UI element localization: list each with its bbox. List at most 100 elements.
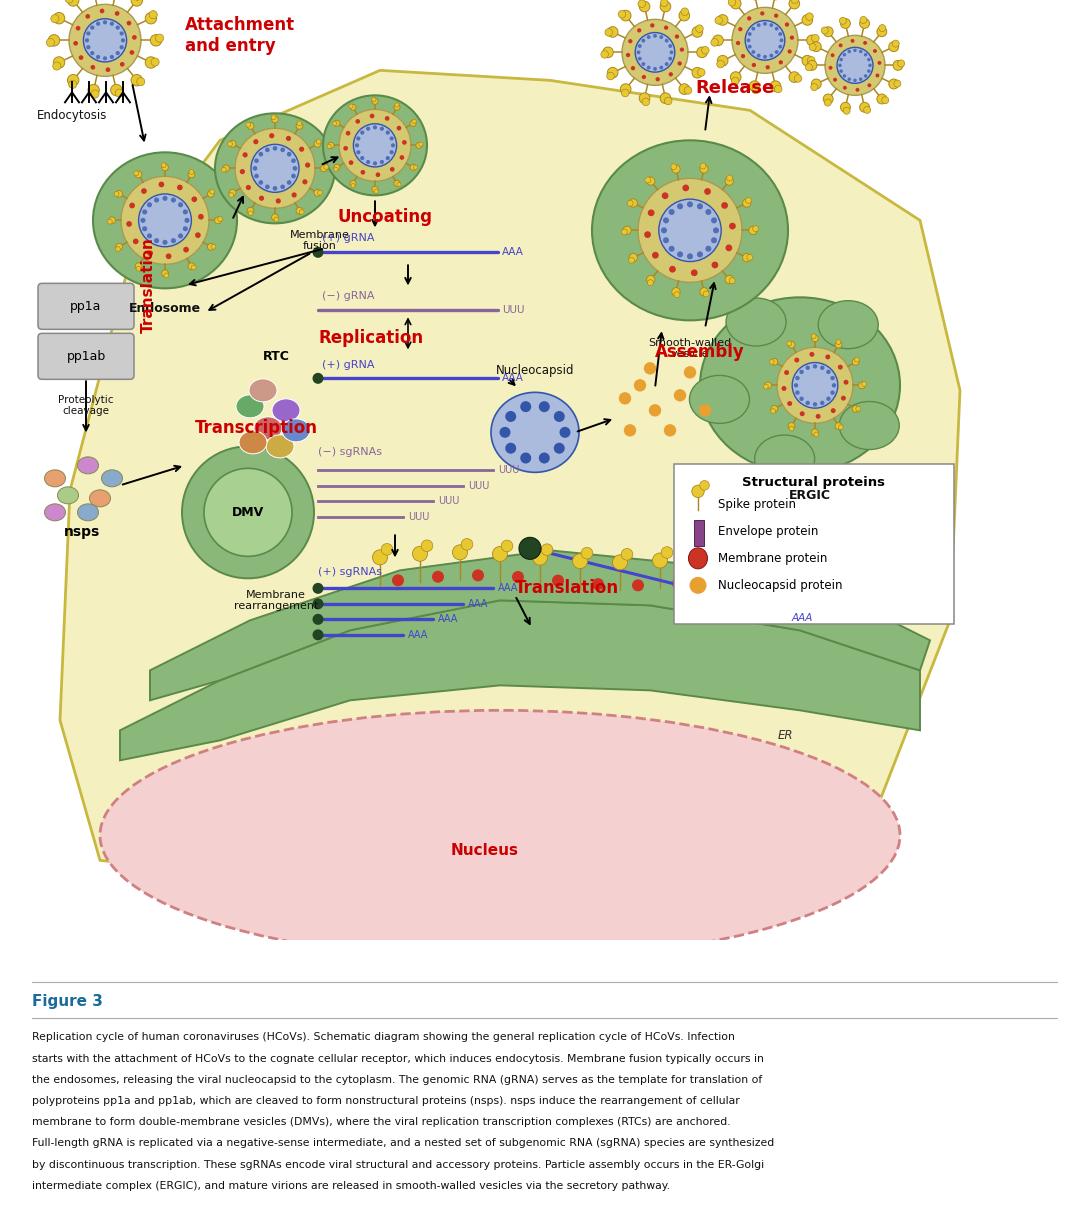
Circle shape — [717, 14, 728, 25]
Circle shape — [838, 64, 841, 68]
Circle shape — [854, 357, 860, 362]
Circle shape — [753, 226, 758, 232]
Circle shape — [390, 166, 394, 171]
Circle shape — [647, 177, 654, 186]
Circle shape — [91, 25, 94, 30]
Circle shape — [296, 207, 302, 215]
Circle shape — [889, 42, 899, 52]
Circle shape — [49, 35, 59, 46]
Circle shape — [607, 27, 618, 37]
Circle shape — [760, 11, 765, 16]
Text: membrane to form double-membrane vesicles (DMVs), where the viral replication tr: membrane to form double-membrane vesicle… — [32, 1117, 731, 1128]
Circle shape — [741, 54, 745, 58]
Circle shape — [743, 253, 751, 262]
Circle shape — [247, 123, 254, 129]
Text: polyproteins pp1a and pp1ab, which are cleaved to form nonstructural proteins (n: polyproteins pp1a and pp1ab, which are c… — [32, 1096, 740, 1106]
Circle shape — [820, 365, 824, 370]
Circle shape — [629, 257, 635, 263]
Text: Membrane
fusion: Membrane fusion — [291, 229, 350, 251]
Circle shape — [248, 211, 253, 216]
Circle shape — [839, 17, 847, 24]
Circle shape — [867, 58, 870, 62]
Text: starts with the attachment of HCoVs to the cognate cellular receptor, which indu: starts with the attachment of HCoVs to t… — [32, 1054, 765, 1064]
Circle shape — [162, 195, 167, 201]
Circle shape — [254, 174, 259, 178]
Circle shape — [828, 66, 833, 70]
Circle shape — [860, 18, 869, 29]
Text: (+) gRNA: (+) gRNA — [322, 361, 375, 370]
Text: Smooth-walled
vesicle: Smooth-walled vesicle — [648, 338, 731, 359]
Circle shape — [116, 25, 120, 30]
Circle shape — [831, 391, 835, 394]
Circle shape — [726, 245, 732, 251]
Circle shape — [665, 39, 669, 42]
Circle shape — [162, 164, 168, 171]
Ellipse shape — [100, 710, 900, 960]
Circle shape — [161, 163, 166, 168]
Circle shape — [853, 48, 856, 52]
Circle shape — [769, 23, 773, 27]
Circle shape — [728, 0, 735, 6]
Circle shape — [299, 147, 305, 152]
Circle shape — [137, 77, 145, 86]
Circle shape — [626, 53, 631, 57]
Circle shape — [764, 22, 767, 25]
Circle shape — [699, 404, 712, 416]
Circle shape — [823, 27, 833, 36]
Circle shape — [171, 238, 176, 244]
Ellipse shape — [689, 548, 707, 569]
Circle shape — [302, 180, 308, 185]
Circle shape — [764, 55, 767, 59]
Circle shape — [687, 201, 693, 207]
Circle shape — [799, 370, 804, 374]
Circle shape — [789, 0, 799, 8]
Circle shape — [243, 152, 247, 158]
Text: pp1ab: pp1ab — [66, 350, 106, 363]
Circle shape — [826, 370, 831, 374]
Circle shape — [679, 11, 690, 21]
Circle shape — [103, 57, 107, 60]
Circle shape — [684, 367, 697, 379]
Circle shape — [632, 579, 644, 591]
Circle shape — [390, 136, 394, 141]
Circle shape — [229, 140, 237, 147]
Circle shape — [799, 411, 805, 416]
Circle shape — [396, 182, 401, 187]
Circle shape — [787, 49, 792, 53]
Circle shape — [110, 84, 122, 95]
Circle shape — [638, 45, 642, 48]
Ellipse shape — [78, 457, 98, 474]
Circle shape — [135, 171, 141, 177]
Circle shape — [204, 468, 292, 556]
Circle shape — [353, 124, 396, 166]
Circle shape — [787, 402, 792, 406]
Circle shape — [889, 80, 899, 89]
Circle shape — [376, 172, 380, 177]
Circle shape — [505, 411, 516, 422]
Text: UUU: UUU — [468, 481, 489, 491]
Circle shape — [210, 189, 215, 194]
Circle shape — [472, 569, 484, 581]
Circle shape — [254, 158, 259, 163]
Ellipse shape — [254, 417, 282, 440]
Circle shape — [132, 35, 137, 40]
Circle shape — [369, 113, 375, 118]
Ellipse shape — [689, 375, 750, 423]
Circle shape — [581, 548, 593, 558]
Circle shape — [343, 146, 348, 151]
Circle shape — [355, 144, 359, 147]
Circle shape — [674, 390, 686, 402]
Circle shape — [861, 544, 873, 556]
Circle shape — [862, 381, 866, 386]
Circle shape — [120, 62, 124, 66]
Circle shape — [732, 546, 747, 561]
Circle shape — [51, 14, 59, 23]
Circle shape — [453, 545, 468, 560]
Circle shape — [246, 185, 251, 191]
Text: Structural proteins: Structural proteins — [743, 476, 886, 488]
Polygon shape — [60, 70, 960, 885]
Circle shape — [136, 267, 141, 271]
FancyBboxPatch shape — [38, 283, 134, 329]
Circle shape — [141, 188, 147, 194]
Circle shape — [68, 0, 79, 6]
